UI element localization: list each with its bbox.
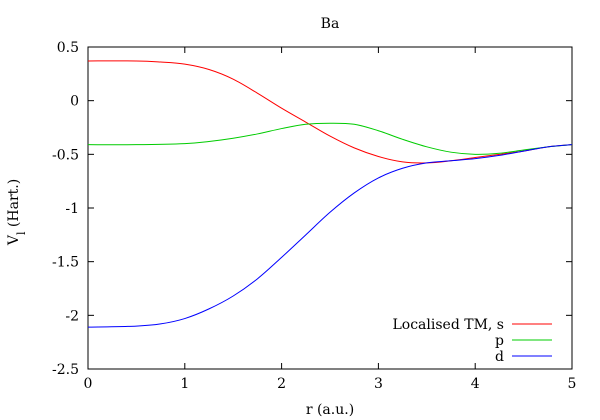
series-layer (87, 60, 573, 328)
x-axis-label: r (a.u.) (306, 402, 354, 418)
series-line-2 (87, 144, 573, 328)
legend-label-2: d (495, 349, 504, 365)
y-tick-label: 0.5 (57, 40, 79, 56)
x-tick-label: 5 (568, 376, 577, 392)
series-line-1 (87, 122, 573, 155)
y-tick-label: -2.5 (52, 362, 79, 378)
series-line-0 (87, 60, 573, 164)
y-tick-label: 0 (70, 94, 79, 110)
y-axis-label-main: V (6, 234, 22, 246)
y-tick-label: -0.5 (52, 147, 79, 163)
y-axis-label-unit: (Hart.) (6, 179, 22, 232)
x-tick-label: 2 (277, 376, 286, 392)
chart-title: Ba (321, 16, 340, 32)
legend: Localised TM, spd (392, 317, 552, 365)
x-tick-label: 4 (471, 376, 480, 392)
x-tick-label: 3 (374, 376, 383, 392)
legend-label-0: Localised TM, s (392, 317, 504, 333)
y-axis-label-subscript: l (15, 231, 28, 235)
y-tick-label: -1 (65, 201, 79, 217)
x-tick-label: 1 (180, 376, 189, 392)
legend-label-1: p (495, 333, 504, 349)
x-tick-label: 0 (84, 376, 93, 392)
y-tick-label: -2 (65, 308, 79, 324)
y-tick-label: -1.5 (52, 255, 79, 271)
axis-ticks: 0 1 2 3 4 5 0.5 0 -0.5 -1 -1.5 -2 -2.5 (52, 40, 576, 392)
y-axis-label: Vl (Hart.) (6, 179, 28, 246)
